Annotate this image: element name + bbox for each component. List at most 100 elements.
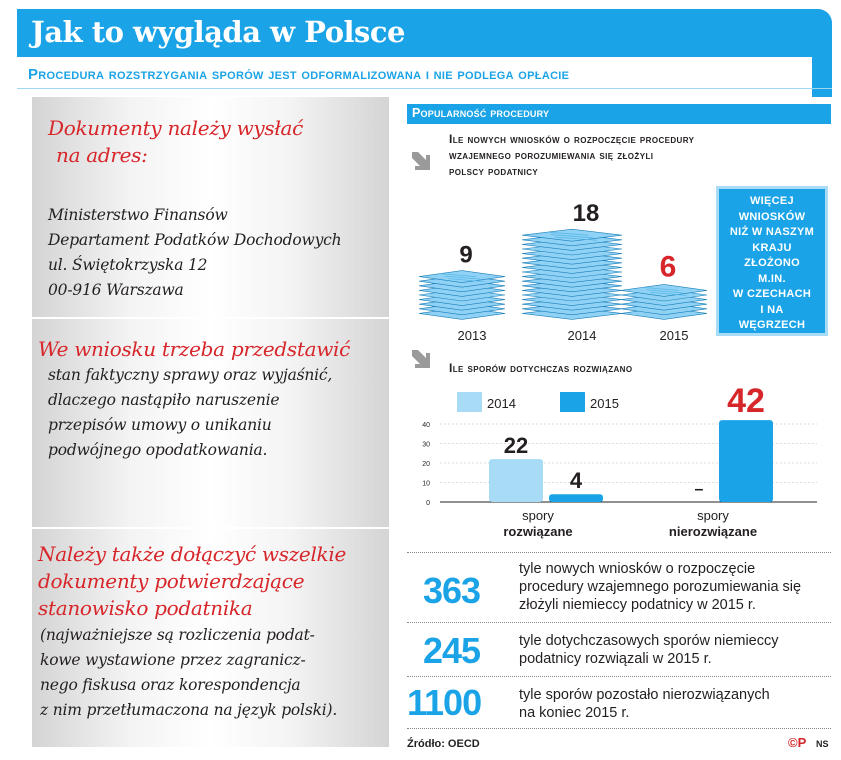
stats-divider xyxy=(407,676,831,677)
y-tick-label: 30 xyxy=(422,442,430,449)
title-bar-tab xyxy=(812,57,832,97)
address-line: ul. Świętokrzyska 12 xyxy=(48,256,208,274)
info-box-line: WIĘCEJ xyxy=(750,195,794,207)
bar xyxy=(549,494,603,502)
value-label: – xyxy=(695,481,704,498)
paper-stack-bar xyxy=(418,270,506,320)
attachments-heading-line: stanowisko podatnika xyxy=(38,596,253,620)
attachments-body: (najważniejsze są rozliczenia podat- kow… xyxy=(40,623,337,723)
info-box: WIĘCEJ WNIOSKÓW NIŻ W NASZYM KRAJU ZŁOŻO… xyxy=(716,186,828,336)
q2-title: Ile sporów dotychczas rozwiązano xyxy=(449,360,632,376)
attachments-heading-line: Należy także dołączyć wszelkie xyxy=(38,542,347,566)
stat-description-line: procedury wzajemnego porozumiewania się xyxy=(519,579,802,595)
stat-description: tyle nowych wniosków o rozpoczęcie proce… xyxy=(519,560,801,614)
category-label: 2014 xyxy=(568,328,597,343)
stats-divider xyxy=(407,552,831,553)
request-heading-line: We wniosku trzeba przedstawić xyxy=(38,337,351,361)
info-box-line: WNIOSKÓW xyxy=(738,210,806,223)
sheet-text-line xyxy=(650,292,687,296)
publisher-logo: ©P xyxy=(788,735,807,750)
stat-description-line: tyle sporów pozostało nierozwiązanych xyxy=(519,687,770,703)
request-body-line: dlaczego nastąpiło naruszenie xyxy=(48,391,280,409)
page-subtitle: Procedura rozstrzygania sporów jest odfo… xyxy=(28,66,570,83)
q1-title: Ile nowych wniosków o rozpoczęcie proced… xyxy=(449,131,694,179)
paper-stack-bar xyxy=(521,228,623,320)
stats-divider xyxy=(407,622,831,623)
attachments-panel: Należy także dołączyć wszelkie dokumenty… xyxy=(32,529,389,747)
arrow-down-right-icon xyxy=(412,152,430,170)
request-body-line: przepisów umowy o unikaniu xyxy=(48,416,272,434)
value-label: 6 xyxy=(660,250,677,283)
info-column: Dokumenty należy wysłać na adres: Minist… xyxy=(32,97,389,747)
attachments-body-line: kowe wystawione przez zagranicz- xyxy=(40,651,306,669)
request-body: stan faktyczny sprawy oraz wyjaśnić, dla… xyxy=(48,363,332,463)
value-label: 22 xyxy=(504,433,528,458)
address-line: Departament Podatków Dochodowych xyxy=(48,231,342,249)
q1-title-line: polscy podatnicy xyxy=(449,164,539,178)
paper-stack-bar xyxy=(620,284,708,320)
legend-label: 2014 xyxy=(487,396,516,411)
sheet-text-line xyxy=(550,234,593,239)
source-note: Źródło: OECD xyxy=(407,738,480,750)
category-label: spory xyxy=(697,508,729,523)
stat-description: tyle dotychczasowych sporów niemieccy po… xyxy=(519,632,779,668)
y-tick-label: 20 xyxy=(422,461,430,468)
sheet-text-line xyxy=(448,278,485,282)
bar xyxy=(489,459,543,502)
category-label: nierozwiązane xyxy=(669,524,757,539)
address-line: Ministerstwo Finansów xyxy=(48,206,228,224)
stats-divider xyxy=(407,728,831,729)
y-tick-label: 10 xyxy=(422,481,430,488)
info-box-line: M.IN. xyxy=(758,272,786,285)
address-heading: Dokumenty należy wysłać na adres: xyxy=(48,115,303,169)
stat-description-line: złożyli niemieccy podatnicy w 2015 r. xyxy=(519,597,756,613)
info-box-line: W CZECHACH xyxy=(732,288,812,300)
request-heading: We wniosku trzeba przedstawić xyxy=(38,336,350,363)
legend-swatch xyxy=(560,392,585,412)
section-label: Popularność procedury xyxy=(407,104,831,124)
arrow-down-right-icon xyxy=(412,350,430,368)
disputes-bar-chart: 2014 2015010203040224sporyrozwiązane–42sp… xyxy=(422,382,817,539)
stat-number: 363 xyxy=(423,570,481,611)
stat-number: 1100 xyxy=(407,682,482,723)
category-label: spory xyxy=(522,508,554,523)
attachments-body-line: nego fiskusa oraz korespondencja xyxy=(40,676,301,694)
stat-description-line: tyle nowych wniosków o rozpoczęcie xyxy=(519,561,756,577)
request-panel: We wniosku trzeba przedstawić stan fakty… xyxy=(32,319,389,527)
q1-title-line: Ile nowych wniosków o rozpoczęcie proced… xyxy=(449,132,695,146)
sheet-text-line xyxy=(546,231,589,236)
page-title: Jak to wygląda w Polsce xyxy=(31,15,405,49)
paper-sheet xyxy=(521,228,623,242)
request-body-line: podwójnego opodatkowania. xyxy=(48,441,268,459)
info-box-line: KRAJU xyxy=(752,241,792,254)
value-label: 9 xyxy=(459,242,472,269)
category-label: rozwiązane xyxy=(503,524,572,539)
subtitle-divider xyxy=(17,88,832,89)
sheet-text-line xyxy=(642,287,679,291)
attachments-body-line: z nim przetłumaczona na język polski). xyxy=(40,701,338,719)
attachments-heading: Należy także dołączyć wszelkie dokumenty… xyxy=(38,541,346,622)
sheet-text-line xyxy=(646,289,683,294)
value-label: 18 xyxy=(573,200,600,227)
category-label: 2013 xyxy=(458,328,487,343)
sheet-text-line xyxy=(440,273,477,277)
address-panel: Dokumenty należy wysłać na adres: Minist… xyxy=(32,97,389,317)
address-block: Ministerstwo Finansów Departament Podatk… xyxy=(48,203,342,303)
y-tick-label: 40 xyxy=(422,422,430,429)
info-box-line: NIŻ W NASZYM xyxy=(729,226,815,238)
bar xyxy=(719,420,773,502)
applications-stack-chart: 9 2013 18 2014 6 2015 xyxy=(418,200,708,343)
section-label-text: Popularność procedury xyxy=(412,106,550,120)
sheet-text-line xyxy=(554,236,597,241)
address-heading-line: na adres: xyxy=(56,143,148,167)
y-tick-label: 0 xyxy=(426,500,430,507)
value-label: 42 xyxy=(727,382,765,420)
sheet-text-line xyxy=(444,275,481,280)
q2-title-line: Ile sporów dotychczas rozwiązano xyxy=(449,361,633,375)
info-box-line: WĘGRZECH xyxy=(738,319,806,331)
address-line: 00-916 Warszawa xyxy=(48,281,184,299)
stat-description: tyle sporów pozostało nierozwiązanych na… xyxy=(519,686,770,722)
request-body-line: stan faktyczny sprawy oraz wyjaśnić, xyxy=(48,366,333,384)
author-initials: NS xyxy=(816,739,829,749)
address-heading-line: Dokumenty należy wysłać xyxy=(48,116,304,140)
